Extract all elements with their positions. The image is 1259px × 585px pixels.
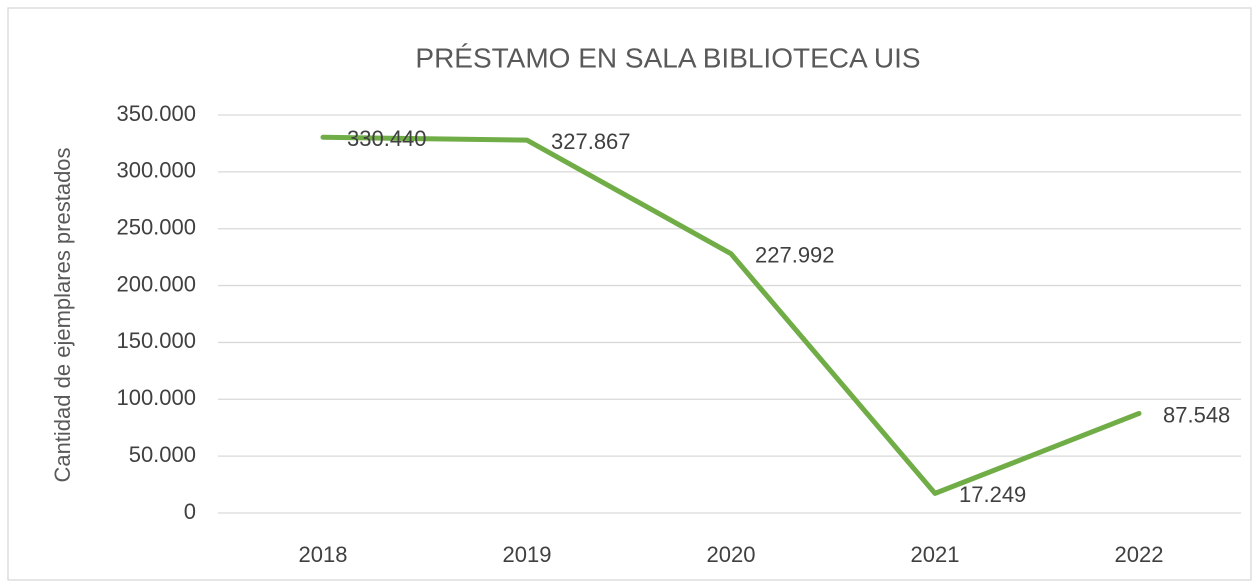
- x-tick-label: 2018: [299, 542, 348, 567]
- x-tick-label: 2022: [1115, 542, 1164, 567]
- data-label: 330.440: [347, 126, 427, 151]
- y-tick-label: 100.000: [116, 385, 196, 410]
- y-tick-label: 250.000: [116, 215, 196, 240]
- x-tick-label: 2019: [503, 542, 552, 567]
- y-tick-label: 50.000: [129, 442, 196, 467]
- data-label: 17.249: [959, 482, 1026, 507]
- data-label: 227.992: [755, 243, 835, 268]
- x-tick-label: 2021: [911, 542, 960, 567]
- x-tick-label: 2020: [707, 542, 756, 567]
- y-tick-label: 150.000: [116, 328, 196, 353]
- y-tick-label: 200.000: [116, 271, 196, 296]
- data-label: 327.867: [551, 129, 631, 154]
- chart-border: [7, 7, 1252, 581]
- chart-title: PRÉSTAMO EN SALA BIBLIOTECA UIS: [415, 42, 920, 73]
- y-axis-label: Cantidad de ejemplares prestados: [50, 147, 75, 482]
- y-tick-label: 0: [184, 499, 196, 524]
- data-label: 87.548: [1163, 402, 1230, 427]
- y-tick-label: 350.000: [116, 101, 196, 126]
- series-line: [320, 134, 1142, 496]
- y-tick-label: 300.000: [116, 158, 196, 183]
